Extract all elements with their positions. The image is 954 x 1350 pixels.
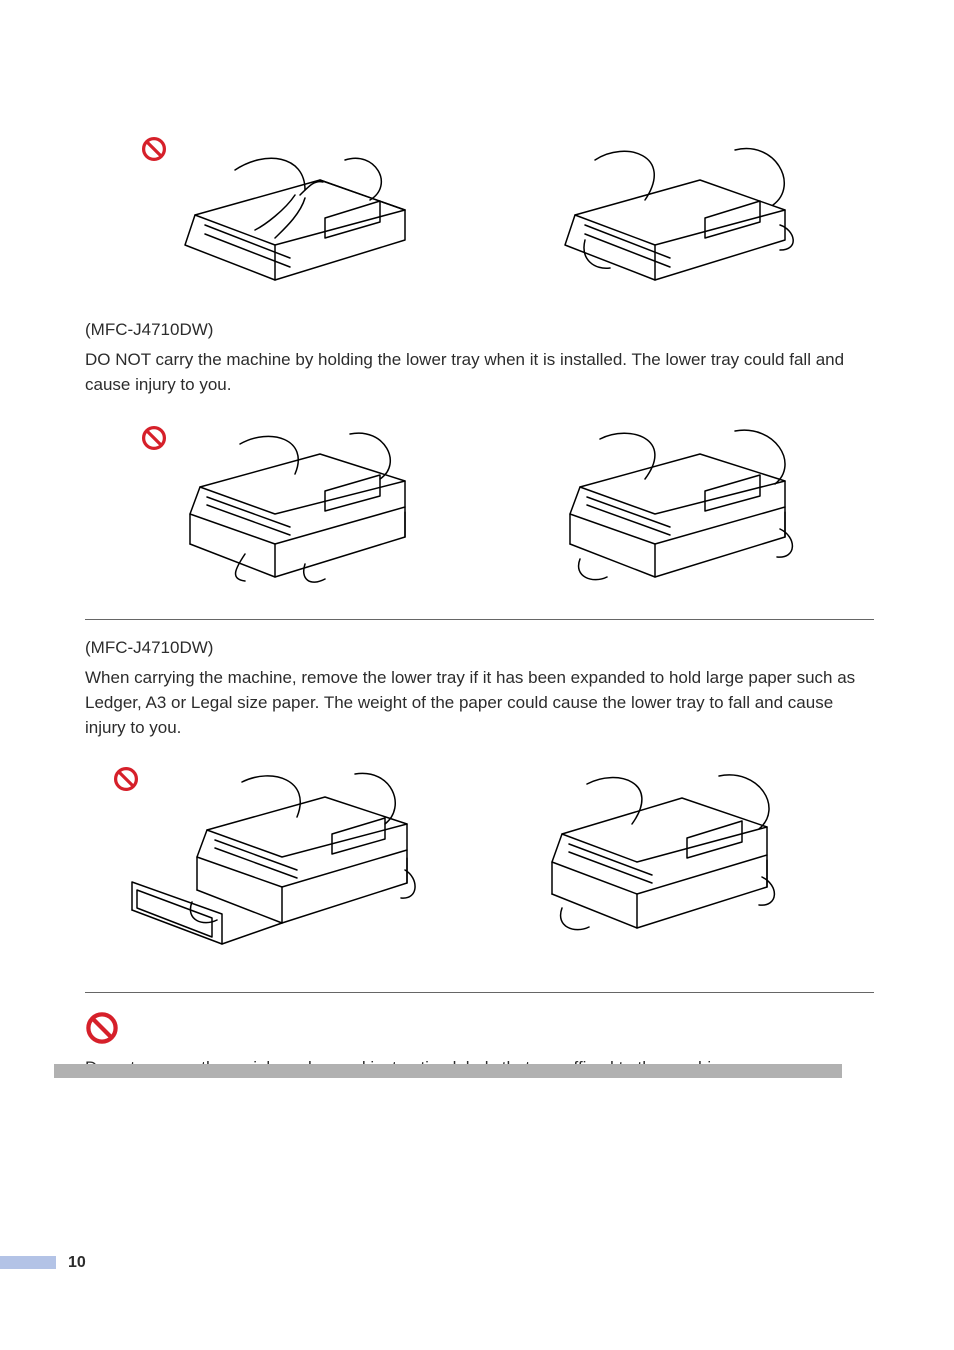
prohibition-icon <box>141 136 167 162</box>
footer-bar <box>54 1064 842 1078</box>
printer-line-art <box>107 762 447 972</box>
printer-line-art <box>525 130 825 300</box>
prohibition-icon <box>113 766 139 792</box>
model-label-2: (MFC-J4710DW) <box>85 638 874 658</box>
illustration-row-2 <box>145 419 874 599</box>
illustration-wrong-extended-tray <box>107 762 447 972</box>
page-number-block: 10 <box>0 1254 100 1276</box>
illustration-wrong-carry-front <box>145 130 445 300</box>
illustration-row-1 <box>145 130 874 300</box>
printer-line-art <box>145 419 445 599</box>
printer-line-art <box>525 419 825 599</box>
printer-line-art <box>507 762 807 972</box>
illustration-correct-carry-side <box>525 130 825 300</box>
illustration-row-3 <box>107 762 874 972</box>
model-label-1: (MFC-J4710DW) <box>85 320 874 340</box>
divider-2 <box>85 992 874 993</box>
prohibition-icon <box>141 425 167 451</box>
illustration-correct-carry-two-tray <box>525 419 825 599</box>
page-number: 10 <box>68 1254 86 1272</box>
illustration-wrong-carry-lower-tray <box>145 419 445 599</box>
prohibition-icon <box>85 1011 119 1045</box>
illustration-correct-retracted-tray <box>507 762 807 972</box>
divider-1 <box>85 619 874 620</box>
page-tab <box>0 1256 56 1269</box>
warning-text-1: DO NOT carry the machine by holding the … <box>85 348 874 397</box>
printer-line-art <box>145 130 445 300</box>
warning-text-2: When carrying the machine, remove the lo… <box>85 666 874 740</box>
